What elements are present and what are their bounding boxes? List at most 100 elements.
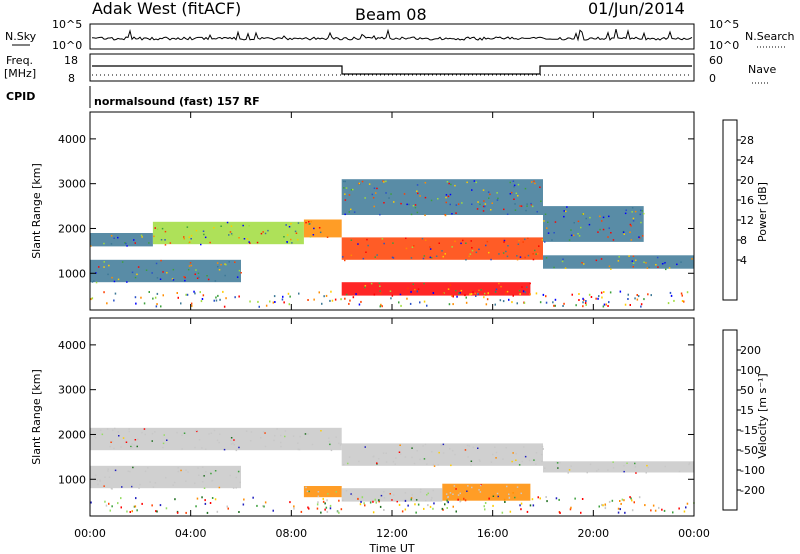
velocity-near-range-scatter [174,498,176,501]
velocity-speckle [520,492,522,495]
power-speckle [599,215,601,218]
power-speckle [517,183,520,186]
power-ytick-label-0: 1000 [58,267,86,280]
velocity-speckle [528,459,531,462]
power-near-range-scatter [249,300,251,303]
power-speckle [468,255,470,258]
velocity-near-range-scatter [539,497,541,500]
power-speckle [154,227,156,229]
velocity-speckle [480,484,482,487]
power-speckle [362,257,365,260]
power-near-range-scatter [465,301,468,304]
velocity-near-range-scatter [141,502,143,505]
velocity-speckle [214,470,217,472]
power-speckle [518,240,520,242]
power-speckle [476,208,479,210]
power-speckle [366,238,368,241]
velocity-band-5 [543,461,694,473]
velocity-near-range-scatter [619,500,621,502]
power-speckle [632,255,635,257]
velocity-band-1 [341,443,543,466]
power-speckle [305,221,307,224]
velocity-near-range-scatter [109,509,111,512]
power-speckle [224,263,226,265]
velocity-near-range-scatter [455,510,457,513]
power-speckle [242,224,244,227]
power-speckle [194,273,196,275]
power-speckle [248,225,250,227]
velocity-speckle [437,464,439,466]
power-speckle [383,202,385,204]
velocity-speckle [541,445,544,448]
velocity-speckle [464,449,467,451]
power-near-range-scatter [193,290,195,293]
velocity-speckle [177,467,179,469]
velocity-near-range-scatter [134,505,137,508]
velocity-near-range-scatter [683,510,686,513]
power-near-range-scatter [582,305,584,308]
power-speckle [414,288,416,291]
power-speckle [564,267,567,269]
velocity-near-range-scatter [501,511,504,514]
velocity-speckle [144,470,147,473]
velocity-speckle [183,432,186,434]
velocity-speckle [317,491,320,493]
power-near-range-scatter [629,304,631,306]
velocity-near-range-scatter [650,509,652,512]
velocity-speckle [358,460,360,463]
power-near-range-scatter [545,295,547,298]
velocity-near-range-scatter [120,506,122,509]
power-near-range-scatter [114,292,117,295]
power-speckle [169,242,172,244]
power-speckle [308,221,310,223]
power-near-range-scatter [323,295,325,298]
velocity-near-range-scatter [176,511,179,514]
velocity-speckle [209,471,212,474]
power-speckle [577,233,579,235]
velocity-speckle [351,494,353,496]
power-near-range-scatter [222,290,224,293]
power-near-range-scatter [238,295,240,298]
power-speckle [188,241,191,243]
power-near-range-scatter [624,303,627,306]
power-speckle [385,192,387,194]
velocity-speckle [382,452,385,454]
velocity-near-range-scatter [545,496,547,498]
velocity-speckle [394,463,396,465]
freq-label-1: Freq. [6,54,33,67]
colorbar-tick-label-3: 15 [740,404,754,417]
power-near-range-scatter [409,302,412,305]
power-speckle [230,233,233,235]
velocity-speckle [147,467,149,469]
velocity-near-range-scatter [537,496,539,499]
power-speckle [612,239,615,241]
velocity-speckle [118,435,120,437]
power-near-range-scatter [283,301,285,304]
power-speckle [629,231,631,233]
power-ylabel: Slant Range [km] [30,163,43,259]
power-speckle [410,257,413,259]
power-speckle [561,260,564,263]
velocity-speckle [466,490,468,492]
velocity-near-range-scatter [574,497,576,500]
power-near-range-scatter [640,305,642,308]
power-speckle [585,217,587,220]
power-near-range-scatter [432,292,435,294]
power-speckle [643,212,645,215]
power-speckle [162,271,164,273]
power-near-range-scatter [585,300,587,302]
velocity-speckle [419,488,422,491]
power-band-8 [543,206,644,242]
power-near-range-scatter [522,290,525,293]
velocity-speckle [219,433,221,435]
velocity-speckle [112,429,114,432]
power-speckle [450,183,452,186]
power-speckle [491,202,493,204]
velocity-speckle [515,459,517,461]
power-near-range-scatter [603,303,606,306]
velocity-speckle [304,433,307,435]
power-near-range-scatter [607,305,609,307]
power-near-range-scatter [519,293,521,295]
power-speckle [161,227,164,230]
velocity-speckle [468,445,471,447]
